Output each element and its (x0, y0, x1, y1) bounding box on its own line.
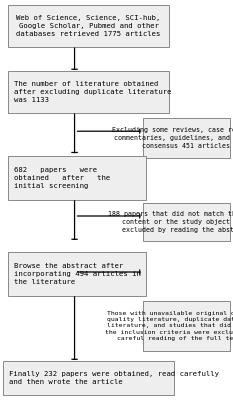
FancyBboxPatch shape (143, 203, 230, 241)
Text: Those with unavailable original data, low
quality literature, duplicate data in : Those with unavailable original data, lo… (105, 311, 233, 341)
FancyBboxPatch shape (8, 252, 146, 296)
FancyBboxPatch shape (143, 118, 230, 158)
FancyBboxPatch shape (8, 5, 169, 47)
Text: Excluding some reviews, case reports,
commentaries, guidelines, and expert
conse: Excluding some reviews, case reports, co… (112, 127, 233, 149)
Text: Finally 232 papers were obtained, read carefully
and then wrote the article: Finally 232 papers were obtained, read c… (9, 371, 219, 385)
Text: Web of Science, Science, SCI-hub,
Google Scholar, Pubmed and other
databases ret: Web of Science, Science, SCI-hub, Google… (16, 15, 161, 37)
Text: The number of literature obtained
after excluding duplicate literature
was 1133: The number of literature obtained after … (14, 81, 171, 103)
FancyBboxPatch shape (3, 361, 174, 395)
Text: 188 papers that did not match the study
content or the study object were
exclude: 188 papers that did not match the study … (108, 211, 233, 233)
FancyBboxPatch shape (143, 301, 230, 351)
FancyBboxPatch shape (8, 71, 169, 113)
Text: 682   papers   were
obtained   after   the
initial screening: 682 papers were obtained after the initi… (14, 167, 110, 189)
Text: Browse the abstract after
incorporating 494 articles in
the literature: Browse the abstract after incorporating … (14, 263, 141, 285)
FancyBboxPatch shape (8, 156, 146, 200)
